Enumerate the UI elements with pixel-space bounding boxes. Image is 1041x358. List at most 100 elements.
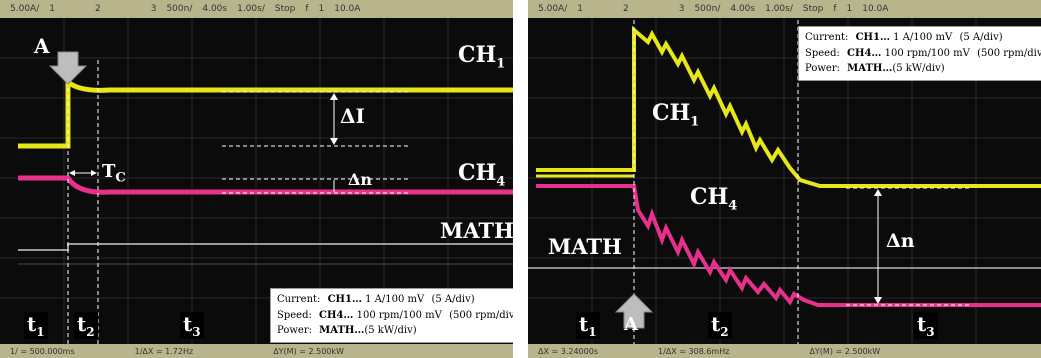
time-label-text: t (183, 312, 193, 336)
legend-unit: (500 rpm/div) (977, 47, 1041, 59)
legend-row: Current: CH1… 1 A/100 mV (5 A/div) (805, 30, 1041, 46)
legend-channel: CH4… (847, 47, 882, 59)
status-item: 1 (846, 4, 853, 14)
status-item: 10.0A (334, 4, 361, 14)
legend-channel: MATH… (847, 63, 893, 74)
left-delta-n-label: Δn (348, 170, 373, 189)
status-item: 1.00s/ (765, 4, 793, 14)
right-delta-n-arrowhead-up (874, 189, 882, 196)
legend-prefix: Current: (805, 32, 852, 43)
left-delta-i-arrowhead-down (330, 138, 338, 145)
legend-prefix: Current: (277, 294, 324, 305)
legend-scale: 1 A/100 mV (893, 32, 953, 43)
left-status-bar: 5.00A/ 1 2 3 500n/ 4.00s 1.00s/ Stop f 1… (0, 0, 513, 18)
left-trigger-arrow-icon (48, 51, 88, 85)
ch4-label-text: CH (458, 160, 497, 186)
legend-prefix: Speed: (805, 47, 844, 59)
left-tc-label: TC (102, 163, 126, 185)
measurement-item: 1/ = 500.000ms (10, 346, 75, 356)
left-marker-label: A (34, 34, 50, 58)
left-ch4-trace (18, 175, 513, 195)
status-item: 3 (150, 4, 157, 14)
legend-unit: (5 kW/div) (364, 325, 417, 336)
ch4-label-sub: 4 (728, 198, 738, 214)
left-measurement-bar: 1/ = 500.000ms 1/ΔX = 1.72Hz ΔY(M) = 2.5… (0, 344, 513, 358)
left-time-label-t2: t2 (74, 312, 98, 340)
right-delta-n-label: Δn (886, 230, 915, 252)
left-tc-arrowhead-right (91, 170, 97, 176)
left-time-label-t3: t3 (180, 312, 204, 340)
right-delta-n-arrowhead-down (874, 297, 882, 304)
status-item: Stop (802, 4, 824, 14)
time-label-sub: 1 (36, 325, 45, 339)
left-ch4-label: CH4 (458, 162, 505, 188)
measurement-item: ΔY(M) = 2.500kW (273, 346, 344, 356)
left-tc-arrowhead-left (69, 170, 75, 176)
time-label-text: t (579, 312, 589, 336)
time-label-sub: 2 (86, 325, 95, 339)
tc-label-sub: C (115, 170, 126, 186)
legend-row: Speed: CH4… 100 rpm/100 mV (500 rpm/div) (277, 308, 513, 324)
legend-row: Power: MATH…(5 kW/div) (277, 323, 513, 339)
measurement-item: ΔY(M) = 2.500kW (809, 346, 881, 356)
time-label-text: t (27, 312, 37, 336)
legend-row: Power: MATH…(5 kW/div) (805, 61, 1041, 77)
right-time-label-t1: t1 (576, 312, 600, 340)
time-label-text: t (917, 312, 927, 336)
legend-prefix: Speed: (277, 309, 316, 321)
status-item: 4.00s (202, 4, 228, 14)
left-delta-i-label: ΔI (340, 104, 365, 128)
right-time-label-t3: t3 (914, 312, 938, 340)
right-measurement-bar: ΔX = 3.24000s 1/ΔX = 308.6mHz ΔY(M) = 2.… (528, 344, 1041, 358)
right-math-label: MATH (548, 234, 622, 259)
status-item: 4.00s (730, 4, 756, 14)
time-label-text: t (77, 312, 87, 336)
legend-channel: MATH… (319, 325, 365, 336)
right-marker-label: A (624, 314, 638, 335)
status-item: 1 (577, 4, 583, 14)
status-item: 1 (49, 4, 55, 14)
left-oscilloscope-panel: 5.00A/ 1 2 3 500n/ 4.00s 1.00s/ Stop f 1… (0, 0, 513, 358)
legend-channel: CH4… (319, 309, 354, 321)
time-label-sub: 3 (926, 325, 935, 339)
legend-scale: 100 rpm/100 mV (356, 309, 442, 321)
legend-row: Speed: CH4… 100 rpm/100 mV (500 rpm/div) (805, 46, 1041, 62)
legend-prefix: Power: (805, 63, 844, 74)
status-item: 1.00s/ (237, 4, 265, 14)
right-trigger-arrow-icon (614, 293, 654, 329)
legend-scale: 100 rpm/100 mV (884, 47, 970, 59)
status-item: f (833, 4, 837, 14)
time-label-text: t (711, 312, 721, 336)
status-item: 2 (622, 4, 629, 14)
measurement-item: 1/ΔX = 1.72Hz (134, 346, 194, 356)
right-ch4-trace (536, 184, 1041, 307)
ch1-label-sub: 1 (690, 114, 700, 130)
status-item: 10.0A (862, 4, 889, 14)
right-ch1-label: CH1 (652, 102, 699, 128)
legend-prefix: Power: (277, 325, 316, 336)
ch1-label-text: CH (458, 42, 497, 68)
right-oscilloscope-panel: 5.00A/ 1 2 3 500n/ 4.00s 1.00s/ Stop f 1… (528, 0, 1041, 358)
status-item: 500n/ (166, 4, 193, 14)
status-item: 1 (318, 4, 325, 14)
legend-unit: (500 rpm/div) (449, 309, 513, 321)
status-item: 3 (678, 4, 685, 14)
status-item: Stop (274, 4, 296, 14)
ch1-label-text: CH (652, 100, 691, 126)
measurement-item: ΔX = 3.24000s (538, 346, 598, 356)
status-item: 5.00A/ (10, 4, 40, 14)
right-status-bar: 5.00A/ 1 2 3 500n/ 4.00s 1.00s/ Stop f 1… (528, 0, 1041, 18)
legend-scale: 1 A/100 mV (365, 294, 425, 305)
status-item: 2 (94, 4, 101, 14)
left-ch1-label: CH1 (458, 44, 505, 70)
legend-channel: CH1… (327, 294, 362, 305)
tc-label-text: T (102, 161, 116, 182)
right-scale-legend: Current: CH1… 1 A/100 mV (5 A/div) Speed… (798, 26, 1041, 81)
left-math-label: MATH (440, 218, 513, 243)
status-item: 500n/ (694, 4, 721, 14)
ch4-label-sub: 4 (496, 174, 506, 190)
time-label-sub: 1 (588, 325, 597, 339)
status-item: 5.00A/ (538, 4, 568, 14)
left-time-label-t1: t1 (24, 312, 48, 340)
time-label-sub: 3 (192, 325, 201, 339)
